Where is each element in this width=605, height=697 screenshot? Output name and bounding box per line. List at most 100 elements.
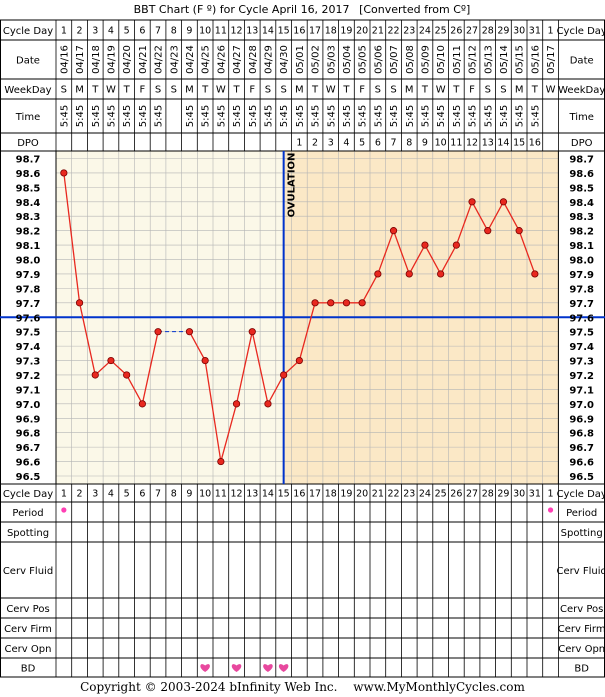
row-label-right: Cycle Day (557, 489, 605, 500)
cycle-day-cell: 25 (435, 489, 447, 500)
date-cell: 05/12 (468, 45, 479, 74)
dpo-cell: 12 (466, 138, 478, 149)
row-label-left: Period (12, 508, 43, 519)
cycle-day-cell: 16 (293, 489, 305, 500)
cycle-day-cell: 6 (139, 489, 145, 500)
temp-point (107, 356, 115, 365)
y-tick-left: 96.8 (16, 429, 41, 440)
time-cell: 5:45 (201, 105, 212, 127)
cycle-day-cell: 10 (199, 26, 211, 37)
weekday-cell: T (91, 85, 99, 96)
weekday-cell: M (75, 85, 84, 96)
time-cell: 5:45 (106, 105, 117, 127)
cycle-day-cell: 31 (529, 489, 541, 500)
weekday-cell: S (280, 85, 286, 96)
cycle-day-cell: 13 (246, 489, 258, 500)
date-cell: 04/24 (185, 45, 196, 74)
temp-segment (518, 230, 536, 275)
temp-segment (392, 230, 410, 275)
temp-segment (220, 403, 238, 462)
y-tick-left: 97.6 (16, 313, 41, 324)
temp-point (468, 198, 476, 206)
y-tick-right: 96.7 (569, 443, 594, 454)
temp-point (327, 299, 335, 307)
cycle-day-cell: 21 (372, 26, 384, 37)
temp-segment (251, 331, 269, 404)
temp-point (154, 328, 162, 336)
weekday-cell: S (61, 85, 67, 96)
row-label-left: Cerv Pos (6, 604, 49, 615)
site-link[interactable]: www.MyMonthlyCycles.com (353, 680, 525, 694)
temp-point (358, 299, 366, 307)
weekday-cell: S (390, 85, 396, 96)
cycle-day-cell: 20 (356, 26, 368, 37)
date-cell: 04/17 (75, 45, 86, 74)
temp-point (342, 299, 351, 307)
time-cell: 5:45 (483, 105, 494, 127)
cycle-day-cell: 1 (548, 26, 554, 37)
date-cell: 05/11 (452, 45, 463, 74)
time-cell: 5:45 (436, 105, 447, 127)
dpo-cell: 9 (422, 138, 428, 149)
y-tick-left: 97.2 (16, 371, 41, 382)
cycle-day-cell: 12 (231, 26, 243, 37)
weekday-cell: T (342, 85, 350, 96)
y-tick-left: 98.1 (16, 241, 41, 252)
heart-icon (231, 664, 242, 672)
temp-segment (455, 201, 473, 246)
cycle-day-cell: 7 (155, 26, 161, 37)
cycle-day-cell: 21 (372, 489, 384, 500)
temperature-series (0, 151, 605, 672)
row-label-left: BD (21, 664, 36, 675)
cycle-day-cell: 29 (497, 489, 509, 500)
date-cell: 05/10 (436, 45, 447, 74)
y-tick-right: 96.5 (569, 472, 594, 483)
cycle-day-cell: 24 (419, 26, 431, 37)
cycle-day-cell: 25 (435, 26, 447, 37)
dpo-cell: 16 (529, 138, 541, 149)
chart-grid (55, 151, 559, 484)
chart-labels: Cycle Day Cycle Day Date Date WeekDay WeekDay… (3, 26, 605, 675)
cycle-day-cell: 11 (215, 26, 227, 37)
row-label-left: WeekDay (4, 85, 51, 96)
heart-icon (263, 664, 273, 672)
cycle-day-cell: 20 (356, 489, 368, 500)
chart-title-main: BBT Chart (F º) for Cycle April 16, 2017 (134, 3, 350, 16)
chart-title-converted: [Converted from Cº] (359, 3, 470, 16)
temp-segment (377, 230, 395, 275)
row-label-right: Cycle Day (557, 26, 605, 37)
date-cell: 04/18 (91, 45, 102, 74)
period-dot (61, 507, 67, 513)
time-cell: 5:45 (452, 105, 463, 127)
cycle-day-cell: 17 (309, 489, 321, 500)
y-tick-right: 98.0 (569, 256, 594, 267)
cycle-day-cell: 8 (171, 26, 177, 37)
period-dot (547, 507, 554, 513)
weekday-cell: M (405, 85, 414, 96)
time-cell: 5:45 (389, 105, 400, 127)
temp-segment (487, 201, 505, 231)
row-label-left: Cerv Fluid (3, 566, 53, 577)
date-cell: 05/04 (342, 45, 353, 74)
date-cell: 04/25 (201, 45, 212, 74)
row-label-left: Cycle Day (3, 489, 53, 500)
y-tick-right: 98.2 (569, 227, 594, 238)
cycle-day-cell: 3 (92, 26, 98, 37)
temp-segment (78, 302, 96, 376)
cycle-day-cell: 1 (61, 489, 67, 500)
y-tick-left: 98.3 (16, 212, 41, 223)
y-tick-left: 97.5 (16, 328, 41, 339)
y-tick-left: 97.8 (16, 284, 41, 295)
temp-point (421, 241, 429, 249)
date-cell: 04/30 (279, 45, 290, 74)
dpo-cell: 14 (497, 138, 509, 149)
row-label-right: Period (566, 508, 597, 519)
cycle-day-cell: 7 (155, 489, 161, 500)
temp-point (452, 241, 460, 249)
cycle-day-cell: 28 (482, 489, 494, 500)
dpo-cell: 15 (513, 138, 525, 149)
row-label-left: DPO (17, 138, 39, 149)
y-tick-right: 96.6 (569, 458, 594, 469)
weekday-cell: F (249, 85, 255, 96)
y-tick-right: 96.8 (569, 429, 594, 440)
